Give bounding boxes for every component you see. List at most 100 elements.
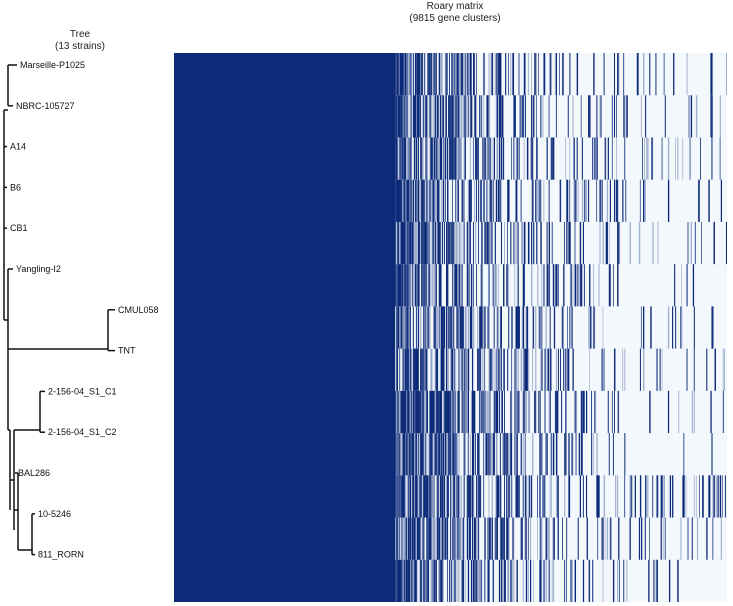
gene-presence-cell: [422, 433, 423, 476]
gene-presence-cell: [404, 390, 406, 434]
gene-presence-cell: [535, 53, 537, 96]
gene-presence-cell: [524, 53, 526, 96]
gene-presence-cell: [446, 517, 448, 560]
gene-presence-cell: [647, 475, 649, 518]
gene-presence-cell: [496, 475, 499, 518]
gene-presence-cell: [514, 264, 516, 307]
gene-presence-cell: [712, 475, 714, 518]
gene-presence-cell: [414, 475, 416, 518]
gene-presence-cell: [494, 221, 496, 265]
gene-presence-cell: [451, 306, 453, 349]
gene-presence-cell: [408, 517, 410, 560]
gene-presence-cell: [396, 95, 398, 138]
gene-presence-cell: [509, 475, 511, 518]
gene-presence-cell: [517, 264, 519, 307]
gene-presence-cell: [471, 433, 474, 476]
gene-presence-cell: [608, 221, 610, 265]
gene-presence-cell: [502, 95, 504, 138]
gene-presence-cell: [541, 306, 543, 349]
gene-presence-cell: [398, 390, 400, 434]
gene-presence-cell: [474, 95, 475, 138]
gene-presence-cell: [617, 390, 619, 434]
gene-presence-cell: [458, 390, 460, 434]
gene-presence-cell: [494, 517, 496, 560]
gene-presence-cell: [449, 306, 450, 349]
gene-presence-cell: [616, 137, 617, 180]
gene-presence-cell: [456, 433, 458, 476]
gene-presence-cell: [418, 137, 419, 180]
gene-presence-cell: [404, 137, 406, 180]
gene-presence-cell: [426, 475, 428, 518]
gene-presence-cell: [722, 348, 724, 391]
gene-presence-cell: [412, 264, 414, 307]
gene-presence-cell: [499, 306, 501, 349]
gene-presence-cell: [460, 95, 462, 138]
gene-presence-cell: [414, 221, 416, 265]
gene-presence-cell: [478, 559, 480, 602]
gene-presence-cell: [672, 306, 674, 349]
gene-presence-cell: [402, 137, 404, 180]
gene-presence-cell: [518, 475, 520, 518]
gene-presence-cell: [446, 433, 447, 476]
gene-presence-cell: [570, 264, 572, 307]
gene-presence-cell: [692, 264, 695, 307]
gene-presence-cell: [414, 348, 416, 391]
gene-presence-cell: [638, 517, 641, 560]
gene-presence-cell: [548, 221, 551, 265]
gene-presence-cell: [500, 137, 503, 180]
gene-presence-cell: [543, 53, 545, 96]
gene-presence-cell: [477, 517, 479, 560]
gene-presence-cell: [420, 221, 422, 265]
gene-presence-cell: [442, 306, 444, 349]
gene-presence-cell: [460, 137, 462, 180]
gene-presence-cell: [463, 95, 465, 138]
gene-presence-cell: [690, 221, 693, 265]
gene-presence-cell: [540, 348, 542, 391]
gene-presence-cell: [625, 95, 627, 138]
gene-presence-cell: [484, 306, 486, 349]
gene-presence-cell: [413, 559, 415, 602]
gene-presence-cell: [461, 221, 463, 265]
gene-presence-cell: [513, 95, 515, 138]
gene-presence-cell: [624, 348, 626, 391]
gene-presence-cell: [639, 348, 641, 391]
gene-presence-cell: [395, 264, 396, 307]
gene-presence-cell: [576, 137, 578, 180]
gene-presence-cell: [433, 475, 435, 518]
gene-presence-cell: [574, 264, 577, 307]
gene-presence-cell: [478, 221, 479, 265]
gene-presence-cell: [420, 137, 421, 180]
gene-presence-cell: [431, 559, 433, 602]
gene-presence-cell: [427, 221, 429, 265]
gene-presence-cell: [395, 53, 397, 96]
gene-presence-cell: [422, 348, 424, 391]
gene-presence-cell: [500, 95, 502, 138]
gene-presence-cell: [508, 559, 510, 602]
gene-presence-cell: [495, 264, 497, 307]
gene-presence-cell: [500, 390, 502, 434]
gene-presence-cell: [411, 517, 414, 560]
gene-presence-cell: [504, 390, 505, 434]
gene-presence-cell: [429, 179, 431, 222]
gene-presence-cell: [491, 348, 493, 391]
gene-presence-cell: [467, 95, 469, 138]
gene-presence-cell: [449, 137, 451, 180]
gene-presence-cell: [695, 475, 697, 518]
gene-presence-cell: [575, 179, 577, 222]
gene-presence-cell: [451, 95, 453, 138]
gene-presence-cell: [667, 137, 670, 180]
gene-presence-cell: [419, 390, 421, 434]
gene-presence-cell: [434, 137, 436, 180]
gene-presence-cell: [447, 559, 448, 602]
gene-presence-cell: [714, 348, 716, 391]
gene-presence-cell: [452, 517, 453, 560]
gene-presence-cell: [474, 517, 476, 560]
gene-presence-cell: [523, 390, 525, 434]
gene-presence-cell: [711, 95, 713, 138]
gene-presence-cell: [505, 53, 507, 96]
gene-presence-cell: [496, 95, 499, 138]
gene-presence-cell: [427, 306, 429, 349]
gene-presence-cell: [424, 390, 426, 434]
gene-presence-cell: [447, 517, 449, 560]
gene-presence-cell: [405, 53, 407, 96]
